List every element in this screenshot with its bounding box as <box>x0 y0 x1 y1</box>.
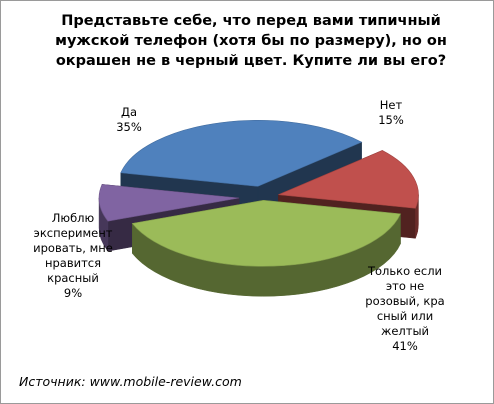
chart-title: Представьте себе, что перед вами типичны… <box>41 11 461 71</box>
slice-label-love-experiment-line-4: нравится <box>44 256 102 270</box>
slice-label-love-experiment-line-6: 9% <box>63 286 83 300</box>
slice-label-love-experiment-line-1: Люблю <box>51 211 95 225</box>
slice-label-no-line-2: 15% <box>378 113 404 127</box>
slice-label-only-if-line-6: 41% <box>392 339 418 353</box>
slice-label-only-if-line-4: сный или <box>376 309 434 323</box>
chart-title-line-1: Представьте себе, что перед вами типичны… <box>61 13 441 29</box>
slice-label-only-if-line-1: Только если <box>367 264 443 278</box>
pie-top-layer <box>98 120 419 267</box>
slice-label-love-experiment-line-2: эксперимент <box>33 226 113 240</box>
chart-title-line-2: мужской телефон (хотя бы по размеру), но… <box>55 33 447 49</box>
slice-label-only-if-line-3: розовый, кра <box>365 294 445 308</box>
slice-label-only-if-line-2: это не <box>385 279 425 293</box>
slice-label-only-if-line-5: желтый <box>380 324 430 338</box>
slice-label-yes-line-2: 35% <box>116 120 142 134</box>
chart-title-line-3: окрашен не в черный цвет. Купите ли вы е… <box>55 53 447 69</box>
slice-label-love-experiment-line-3: ировать, мне <box>33 241 113 255</box>
slice-label-no: Нет 15% <box>363 98 419 128</box>
slice-no <box>278 150 419 209</box>
slice-label-love-experiment: Люблю эксперимент ировать, мне нравится … <box>21 211 125 301</box>
slice-label-no-line-1: Нет <box>379 98 403 112</box>
slice-love-experiment <box>98 184 240 222</box>
slice-label-yes-line-1: Да <box>120 105 138 119</box>
slice-label-love-experiment-line-5: красный <box>47 271 99 285</box>
slice-only-if <box>131 199 401 267</box>
slice-yes <box>120 120 363 187</box>
source-caption: Источник: www.mobile-review.com <box>19 374 242 389</box>
slice-label-yes: Да 35% <box>94 105 164 135</box>
slice-label-only-if: Только если это не розовый, кра сный или… <box>351 264 459 354</box>
